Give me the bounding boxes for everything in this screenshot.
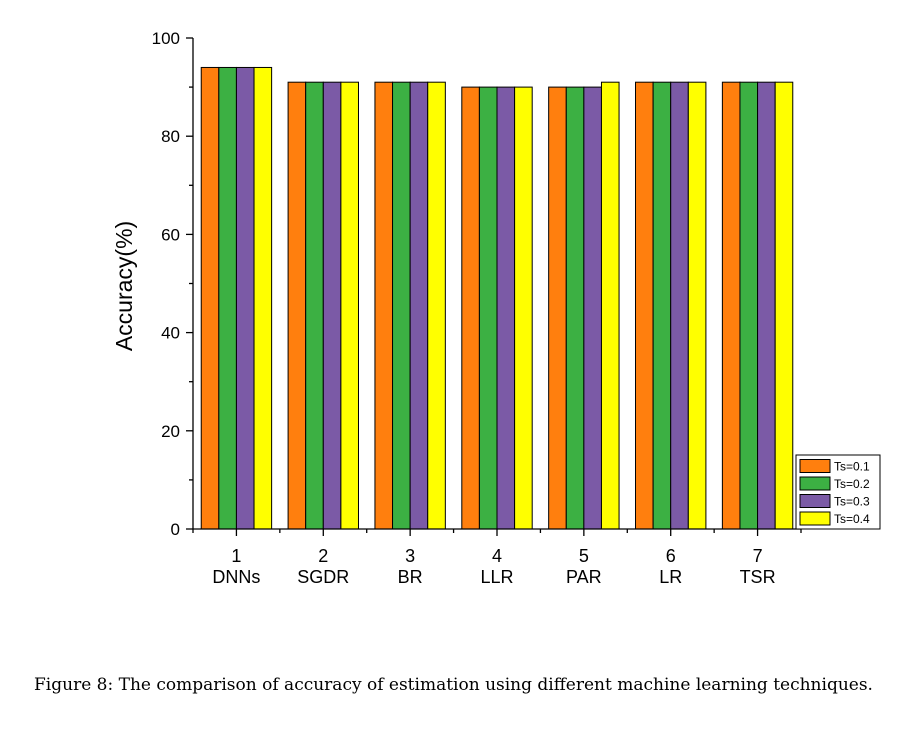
y-tick-label: 60 — [161, 225, 180, 244]
bar — [774, 81, 794, 530]
y-tick-label: 20 — [161, 422, 180, 441]
y-tick-label: 100 — [152, 29, 180, 48]
legend-label: Ts=0.2 — [834, 477, 870, 491]
x-tick-label: 6 — [666, 546, 676, 566]
y-axis-label: Accuracy(%) — [111, 221, 137, 351]
bar — [409, 81, 429, 530]
x-category-name: TSR — [740, 567, 776, 587]
x-tick-label: 1 — [231, 546, 241, 566]
x-category-name: LLR — [480, 567, 513, 587]
bar — [218, 66, 237, 530]
bar — [392, 81, 411, 530]
x-category-name: LR — [659, 567, 682, 587]
legend-label: Ts=0.4 — [834, 512, 870, 526]
legend-swatch — [799, 494, 831, 508]
bar — [721, 81, 741, 530]
legend: Ts=0.1 Ts=0.2 Ts=0.3 Ts=0.4 — [795, 454, 881, 530]
bar-group — [200, 66, 794, 530]
legend-swatch — [799, 476, 831, 491]
bar — [583, 86, 602, 530]
x-category-name: DNNs — [212, 567, 260, 587]
bar — [600, 81, 620, 530]
y-tick-label: 0 — [171, 520, 180, 539]
bar — [427, 81, 446, 530]
bar — [496, 86, 516, 530]
bar — [514, 86, 533, 530]
bar — [565, 86, 585, 530]
legend-label: Ts=0.3 — [834, 495, 870, 509]
bar — [739, 81, 759, 530]
y-tick-label: 80 — [161, 127, 180, 146]
bar — [305, 81, 324, 530]
bar — [548, 86, 567, 530]
bar — [757, 81, 776, 530]
bar — [652, 81, 672, 530]
figure-caption: Figure 8: The comparison of accuracy of … — [34, 675, 873, 695]
x-category-name: SGDR — [297, 567, 349, 587]
x-tick-label: 4 — [492, 546, 502, 566]
bar — [322, 81, 342, 530]
bar — [235, 66, 255, 530]
bar — [461, 86, 480, 530]
legend-swatch — [799, 511, 831, 526]
bar — [478, 86, 498, 530]
x-tick-label: 2 — [318, 546, 328, 566]
x-category-name: PAR — [566, 567, 602, 587]
y-axis: 0 20 40 60 80 100 — [152, 29, 194, 539]
x-tick-label: 5 — [579, 546, 589, 566]
bar — [253, 66, 273, 530]
x-tick-label: 7 — [753, 546, 763, 566]
bar — [200, 66, 220, 530]
legend-label: Ts=0.1 — [834, 460, 870, 474]
bar — [635, 81, 654, 530]
bar — [670, 81, 689, 530]
legend-swatch — [799, 459, 831, 473]
bar — [687, 81, 707, 530]
bar — [374, 81, 394, 530]
x-category-name: BR — [398, 567, 423, 587]
x-tick-label: 3 — [405, 546, 415, 566]
bar — [340, 81, 359, 530]
y-tick-label: 40 — [161, 324, 180, 343]
bar — [287, 81, 307, 530]
